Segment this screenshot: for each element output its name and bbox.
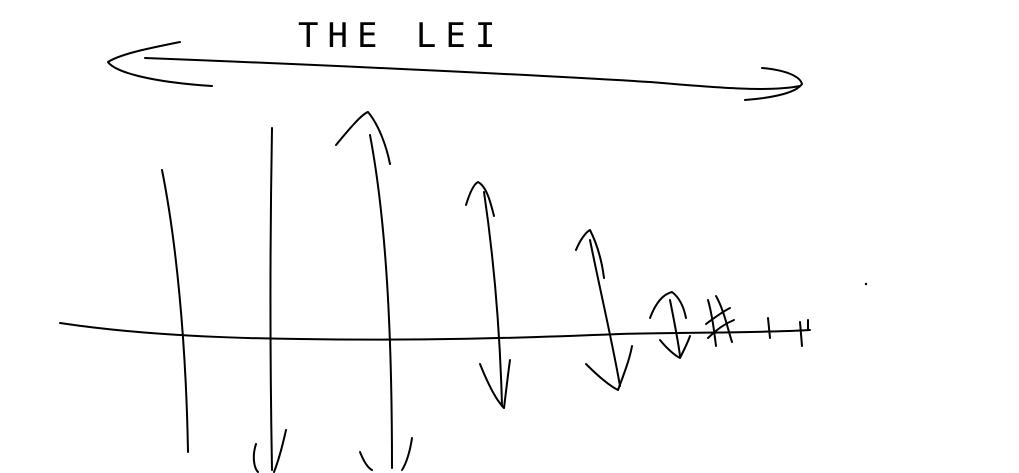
vertical-arrow (369, 134, 393, 469)
small-scribble (707, 319, 735, 339)
axis-tick (767, 317, 771, 339)
small-scribble (705, 307, 731, 325)
arrow-up-head (335, 111, 391, 165)
arrow-up-head (575, 229, 605, 279)
arrow-up-head (649, 291, 687, 319)
vertical-double-arrow (669, 299, 681, 357)
baseline-axis (59, 317, 811, 347)
line-foot-scribble (252, 443, 259, 473)
sketch-heading: THE LEI (298, 16, 504, 56)
arrow-left-head (107, 41, 213, 87)
arrow-down-head (659, 335, 691, 359)
vertical-double-arrow (589, 239, 621, 387)
vertical-oscillation-lines (161, 111, 735, 473)
vertical-double-arrow (483, 191, 503, 407)
double-headed-arrow (107, 41, 803, 101)
small-scribble (715, 295, 733, 343)
arrow-up-head (465, 181, 495, 217)
arrow-shaft (144, 57, 801, 90)
line-foot-scribble (273, 429, 287, 473)
axis-tick (799, 321, 803, 347)
vertical-line (161, 169, 189, 453)
arrow-right-head (744, 67, 803, 101)
line-foot-scribble (401, 437, 413, 471)
small-scribble (707, 299, 717, 347)
line-foot-scribble (359, 451, 373, 471)
vertical-line (269, 127, 273, 471)
arrow-down-head (479, 359, 511, 409)
arrow-down-head (585, 345, 633, 391)
stray-dot (864, 282, 868, 286)
axis-line (59, 322, 811, 341)
